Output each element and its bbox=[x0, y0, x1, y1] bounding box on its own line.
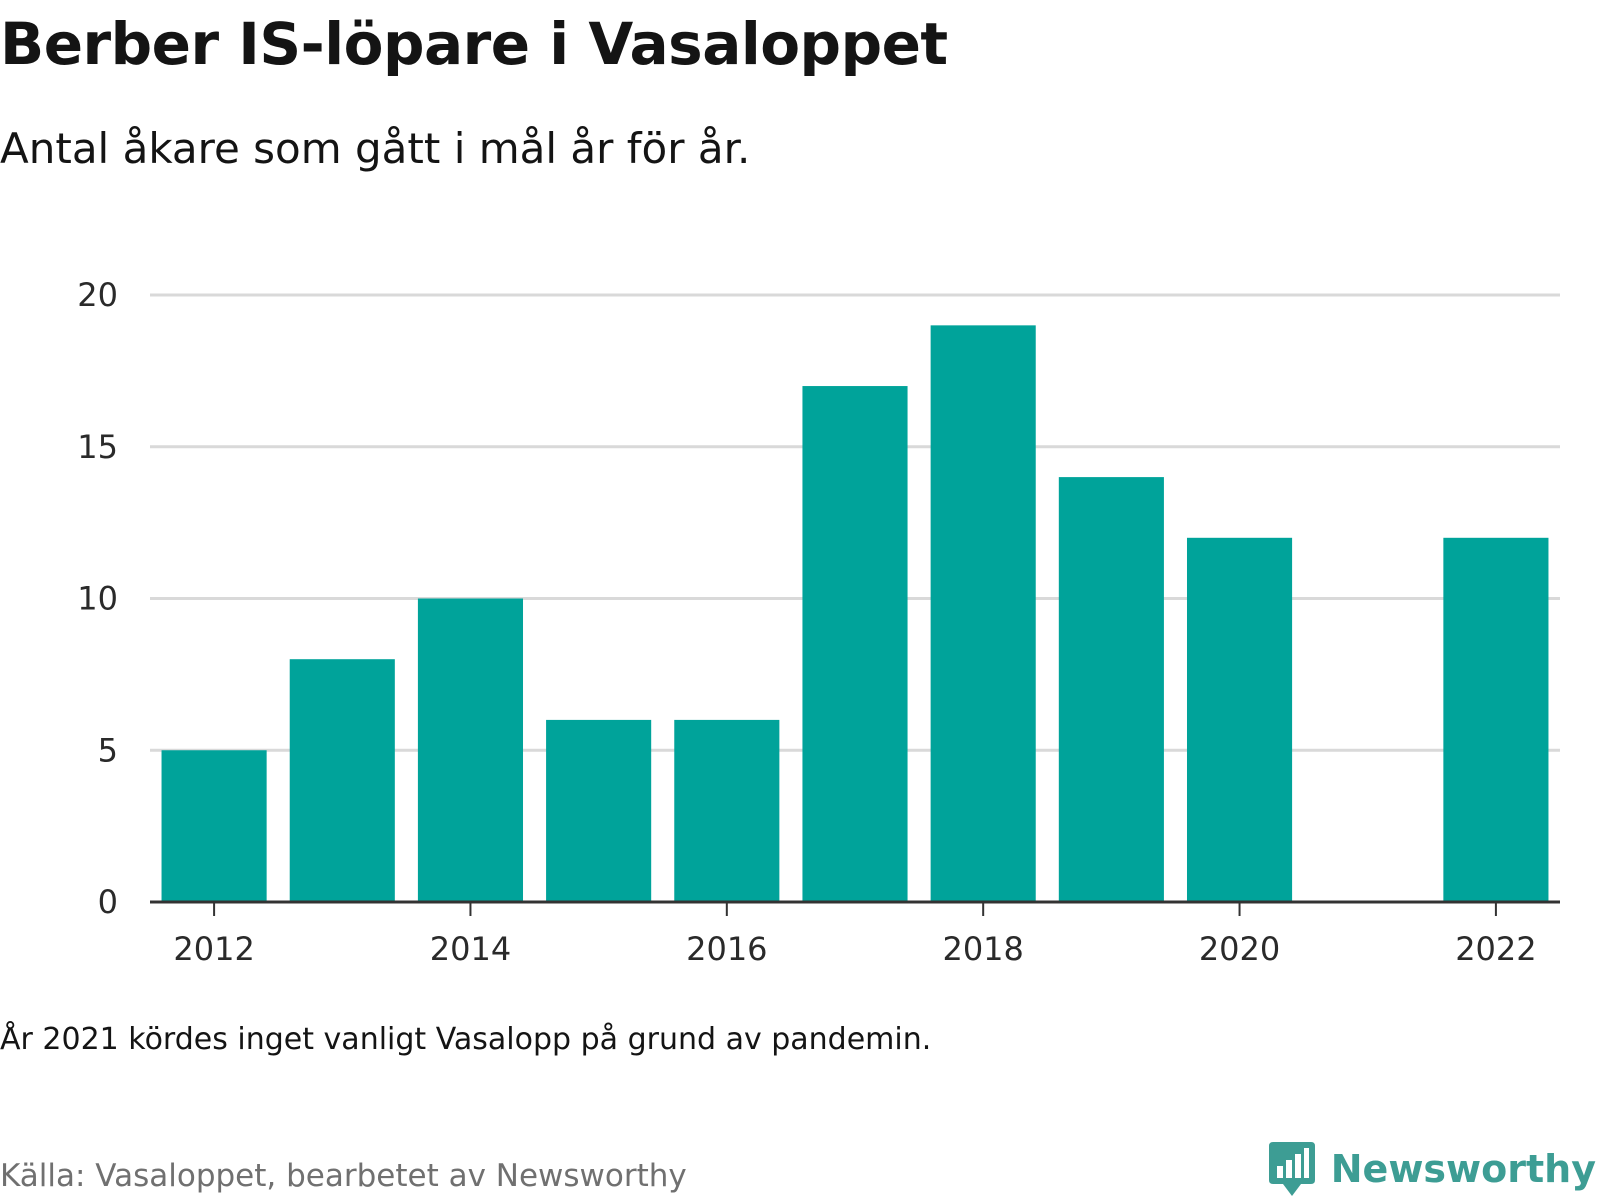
x-tick-label: 2018 bbox=[942, 930, 1023, 968]
x-tick-label: 2022 bbox=[1455, 930, 1536, 968]
y-tick-label: 10 bbox=[77, 580, 118, 618]
bar-chart: 0 5 10 15 20 2012 2014 2016 2018 2020 2022 bbox=[77, 276, 1560, 968]
bar-2012 bbox=[161, 750, 267, 902]
bar-2013 bbox=[289, 659, 395, 902]
bar-2016 bbox=[674, 719, 780, 902]
y-tick-label: 20 bbox=[77, 276, 118, 314]
y-tick-label: 0 bbox=[98, 883, 118, 921]
y-tick-label: 15 bbox=[77, 428, 118, 466]
x-tick-label: 2012 bbox=[173, 930, 254, 968]
bar-2018 bbox=[930, 325, 1036, 903]
tick-labels: 0 5 10 15 20 2012 2014 2016 2018 2020 2022 bbox=[77, 276, 1536, 968]
bar-2022 bbox=[1443, 537, 1549, 902]
bar-2015 bbox=[546, 719, 652, 902]
bar-2020 bbox=[1186, 537, 1293, 902]
brand-logo: Newsworthy bbox=[1267, 1140, 1596, 1198]
footnote: År 2021 kördes inget vanligt Vasalopp på… bbox=[0, 1022, 932, 1057]
y-tick-label: 5 bbox=[98, 731, 118, 769]
brand-name: Newsworthy bbox=[1330, 1147, 1596, 1191]
bar-2019 bbox=[1058, 477, 1164, 902]
chart-title: Berber IS-löpare i Vasaloppet bbox=[0, 10, 948, 78]
x-tick-label: 2014 bbox=[430, 930, 511, 968]
bars bbox=[161, 325, 1549, 903]
bar-2014 bbox=[417, 598, 524, 902]
bar-2017 bbox=[802, 386, 908, 902]
source-credit: Källa: Vasaloppet, bearbetet av Newswort… bbox=[0, 1158, 687, 1194]
x-tick-label: 2016 bbox=[686, 930, 767, 968]
axes bbox=[150, 900, 1560, 916]
x-tick-label: 2020 bbox=[1199, 930, 1280, 968]
bar-chart-speech-bubble-icon bbox=[1268, 1142, 1315, 1196]
chart-subtitle: Antal åkare som gått i mål år för år. bbox=[0, 124, 751, 173]
